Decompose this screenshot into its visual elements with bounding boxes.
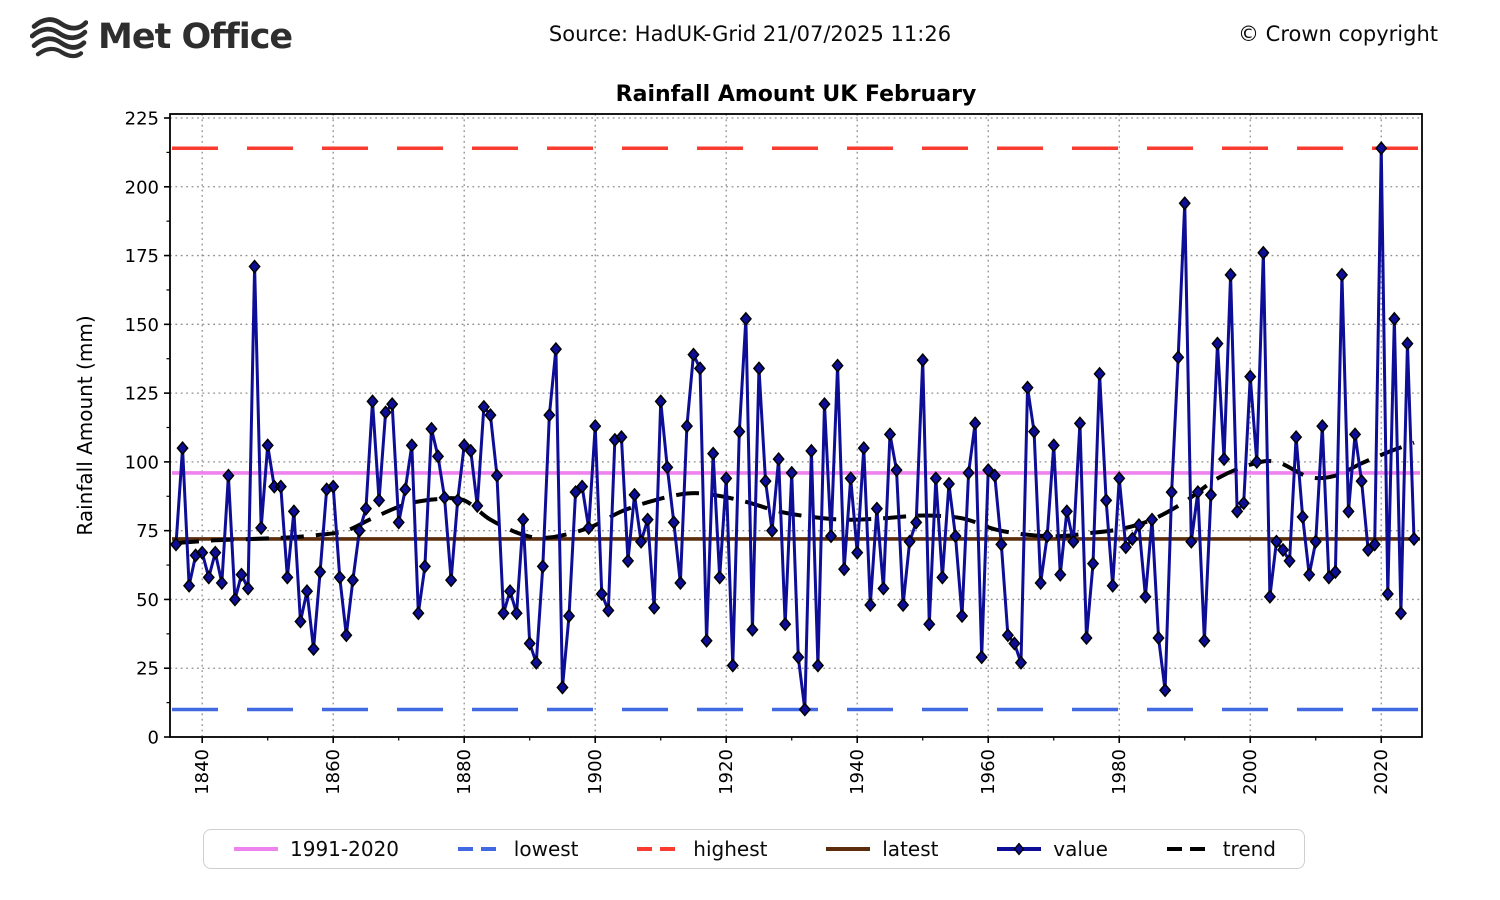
y-tick-label: 225: [125, 109, 159, 130]
y-tick-label: 150: [125, 315, 159, 336]
y-tick-label: 0: [148, 728, 159, 749]
legend-label: 1991-2020: [290, 837, 400, 861]
legend-swatch-icon: [826, 847, 871, 851]
chart-title: Rainfall Amount UK February: [615, 82, 977, 107]
legend-swatch-icon: [1166, 847, 1211, 851]
met-office-logo-text: Met Office: [98, 17, 293, 57]
y-tick-label: 175: [125, 246, 159, 267]
value-line: [174, 148, 1416, 710]
y-tick-label: 125: [125, 384, 159, 405]
legend-label: trend: [1222, 837, 1276, 861]
legend-swatch-icon: [234, 847, 278, 851]
met-office-waves-icon: [30, 14, 88, 60]
legend-label: lowest: [513, 837, 579, 861]
source-text: Source: HadUK-Grid 21/07/2025 11:26: [548, 22, 952, 46]
y-axis-label: Rainfall Amount (mm): [73, 315, 97, 535]
page-header: Met Office Source: HadUK-Grid 21/07/2025…: [0, 0, 1500, 70]
met-office-logo: Met Office: [30, 14, 293, 60]
rainfall-line-chart: 0 25 50 75 100 125 150 175 200 225 1840 1860 1880 190…: [73, 109, 1423, 795]
legend-label: latest: [882, 837, 939, 861]
x-tick-label: 1960: [978, 749, 999, 795]
x-tick-label: 1880: [454, 749, 475, 795]
y-tick-label: 75: [136, 521, 159, 542]
legend-label: value: [1053, 837, 1108, 861]
legend-swatch-icon: [457, 847, 502, 851]
legend-swatch-icon: [997, 842, 1042, 856]
x-tick-label: 1940: [847, 749, 868, 795]
y-tick-label: 50: [136, 590, 159, 611]
chart-legend: 1991-2020 lowest highest latest value trend: [203, 829, 1305, 869]
legend-item-trend: trend: [1165, 837, 1276, 861]
x-tick-label: 1980: [1109, 749, 1130, 795]
trend-line: [175, 440, 1415, 546]
y-tick-label: 100: [125, 452, 159, 473]
x-tick-label: 2000: [1240, 749, 1261, 795]
x-tick-label: 1900: [585, 749, 606, 795]
x-tick-label: 1860: [323, 749, 344, 795]
legend-item-1991-2020: 1991-2020: [232, 837, 399, 861]
y-tick-label: 200: [125, 177, 159, 198]
value-markers: [169, 141, 1421, 717]
legend-item-lowest: lowest: [456, 837, 579, 861]
x-tick-label: 1840: [192, 749, 213, 795]
legend-item-value: value: [995, 837, 1108, 861]
y-tick-label: 25: [136, 659, 159, 680]
copyright-text: © Crown copyright: [1237, 22, 1438, 46]
legend-item-latest: latest: [824, 837, 938, 861]
legend-swatch-icon: [637, 847, 682, 851]
x-tick-label: 1920: [716, 749, 737, 795]
plot-border: [169, 113, 1423, 738]
legend-label: highest: [693, 837, 768, 861]
legend-item-highest: highest: [635, 837, 767, 861]
x-tick-label: 2020: [1371, 749, 1392, 795]
